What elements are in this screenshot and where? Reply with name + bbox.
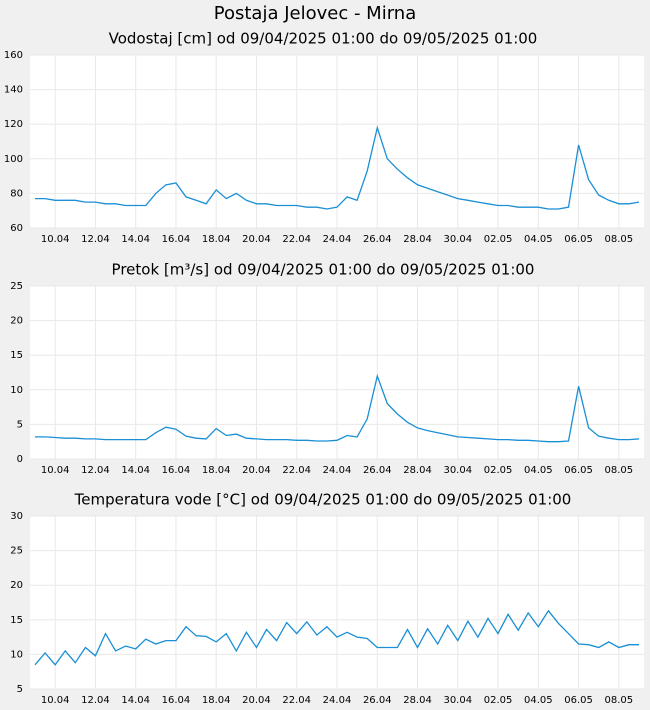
x-tick-label: 30.04: [443, 465, 472, 476]
x-tick-label: 06.05: [564, 234, 593, 245]
x-tick-label: 20.04: [242, 695, 271, 706]
x-tick-label: 30.04: [443, 695, 472, 706]
x-tick-label: 14.04: [121, 465, 150, 476]
chart-title: Temperatura vode [°C] od 09/04/2025 01:0…: [74, 491, 572, 509]
x-tick-label: 28.04: [403, 234, 432, 245]
x-tick-label: 12.04: [81, 234, 110, 245]
x-tick-label: 02.05: [484, 234, 513, 245]
x-tick-label: 16.04: [162, 234, 191, 245]
x-tick-label: 20.04: [242, 234, 271, 245]
x-tick-label: 12.04: [81, 465, 110, 476]
y-tick-label: 60: [10, 223, 23, 234]
y-tick-label: 0: [17, 454, 23, 465]
y-tick-label: 25: [10, 281, 23, 292]
x-tick-label: 26.04: [363, 465, 392, 476]
x-tick-label: 12.04: [81, 695, 110, 706]
x-tick-label: 28.04: [403, 695, 432, 706]
y-tick-label: 10: [10, 385, 23, 396]
x-tick-label: 08.05: [605, 465, 634, 476]
x-tick-label: 04.05: [524, 695, 553, 706]
y-tick-label: 5: [17, 419, 23, 430]
x-tick-label: 24.04: [323, 234, 352, 245]
chart-title: Vodostaj [cm] od 09/04/2025 01:00 do 09/…: [109, 30, 538, 48]
x-tick-label: 22.04: [282, 465, 311, 476]
data-line: [35, 125, 640, 210]
y-tick-label: 20: [10, 316, 23, 327]
x-tick-label: 16.04: [162, 465, 191, 476]
x-tick-label: 30.04: [443, 234, 472, 245]
x-tick-label: 14.04: [121, 234, 150, 245]
x-tick-label: 06.05: [564, 465, 593, 476]
y-tick-label: 10: [10, 649, 23, 660]
y-tick-label: 20: [10, 580, 23, 591]
x-tick-label: 04.05: [524, 234, 553, 245]
x-tick-label: 08.05: [605, 234, 634, 245]
x-tick-label: 14.04: [121, 695, 150, 706]
x-tick-label: 22.04: [282, 234, 311, 245]
x-tick-label: 06.05: [564, 695, 593, 706]
x-tick-label: 18.04: [202, 465, 231, 476]
y-tick-label: 25: [10, 546, 23, 557]
y-tick-label: 140: [4, 85, 23, 96]
x-tick-label: 26.04: [363, 234, 392, 245]
x-tick-label: 10.04: [41, 465, 70, 476]
x-tick-label: 18.04: [202, 695, 231, 706]
y-tick-label: 160: [4, 50, 23, 61]
x-tick-label: 22.04: [282, 695, 311, 706]
y-tick-label: 120: [4, 119, 23, 130]
y-tick-label: 30: [10, 511, 23, 522]
x-tick-label: 04.05: [524, 465, 553, 476]
x-tick-label: 24.04: [323, 695, 352, 706]
x-tick-label: 18.04: [202, 234, 231, 245]
y-tick-label: 80: [10, 188, 23, 199]
x-tick-label: 24.04: [323, 465, 352, 476]
y-tick-label: 15: [10, 615, 23, 626]
x-tick-label: 10.04: [41, 695, 70, 706]
data-line: [34, 609, 639, 666]
y-tick-label: 100: [4, 154, 23, 165]
x-tick-label: 02.05: [484, 695, 513, 706]
x-tick-label: 02.05: [484, 465, 513, 476]
data-line: [35, 373, 640, 443]
page-title: Postaja Jelovec - Mirna: [214, 3, 416, 24]
x-tick-label: 10.04: [41, 234, 70, 245]
x-tick-label: 20.04: [242, 465, 271, 476]
y-tick-label: 15: [10, 350, 23, 361]
x-tick-label: 08.05: [605, 695, 634, 706]
x-tick-label: 16.04: [162, 695, 191, 706]
chart-title: Pretok [m³/s] od 09/04/2025 01:00 do 09/…: [112, 261, 535, 279]
x-tick-label: 28.04: [403, 465, 432, 476]
x-tick-label: 26.04: [363, 695, 392, 706]
y-tick-label: 5: [17, 684, 23, 695]
